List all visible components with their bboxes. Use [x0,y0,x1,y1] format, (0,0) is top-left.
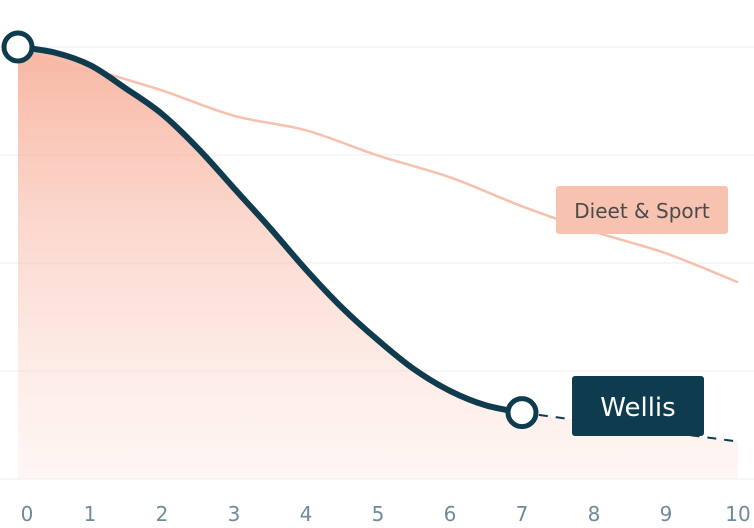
series-label-wellis-bg [572,376,704,436]
x-tick-label-0: 0 [21,502,34,526]
start-point-marker [1,30,35,64]
x-tick-label-3: 3 [228,502,241,526]
series-label-dieet-sport-text: Dieet & Sport [574,199,710,223]
series-label-dieet-sport: Dieet & Sport [556,186,728,234]
x-tick-label-4: 4 [300,502,313,526]
x-tick-label-5: 5 [372,502,385,526]
x-tick-label-6: 6 [444,502,457,526]
x-tick-label-10: 10 [725,502,750,526]
series-labels-layer: Dieet & Sport Wellis [556,186,728,436]
markers-layer [1,30,539,430]
series-line-dieet-sport [17,45,739,284]
x-axis-ticks: 0 1 2 3 4 5 6 7 8 9 10 [21,502,751,526]
series-label-dieet-sport-bg [556,186,728,234]
series-line-wellis [15,44,525,416]
x-tick-label-9: 9 [660,502,673,526]
x-tick-label-1: 1 [84,502,97,526]
x-tick-label-7: 7 [516,502,529,526]
wellis-end-point-marker [505,396,539,430]
series-label-wellis-text: Wellis [600,393,675,423]
x-tick-label-8: 8 [588,502,601,526]
series-area-wellis [18,47,738,479]
series-label-wellis: Wellis [572,376,704,436]
wellis-area-layer [18,47,738,479]
x-tick-label-2: 2 [156,502,169,526]
